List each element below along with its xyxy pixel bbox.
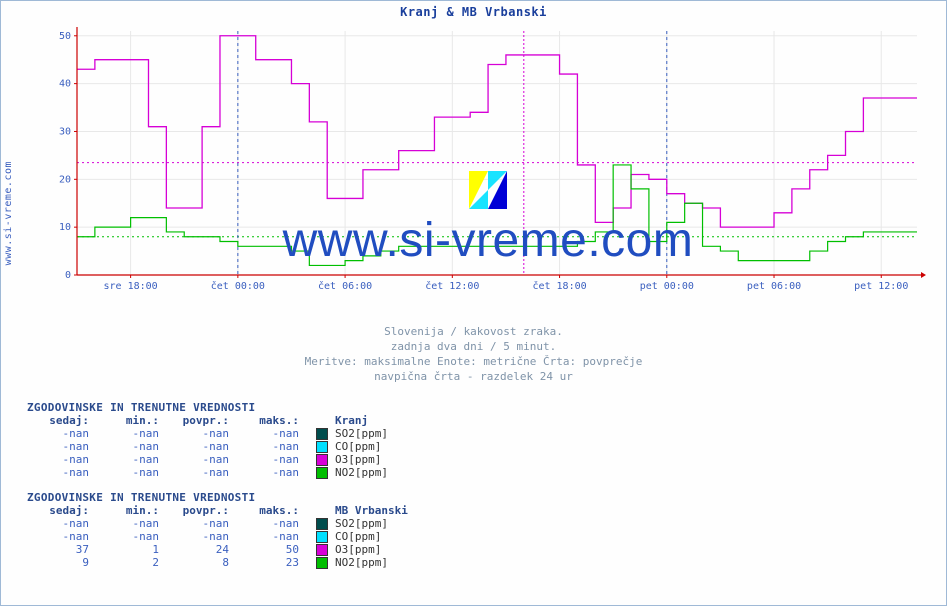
col-header: maks.:	[237, 504, 307, 517]
cell-maks: -nan	[237, 517, 307, 530]
cell-maks: -nan	[237, 427, 307, 440]
cell-min: -nan	[97, 453, 167, 466]
svg-text:čet 12:00: čet 12:00	[425, 280, 479, 292]
cell-min: -nan	[97, 440, 167, 453]
svg-text:čet 18:00: čet 18:00	[532, 280, 586, 292]
cell-maks: -nan	[237, 466, 307, 479]
stats-table: sedaj:min.:povpr.:maks.:Kranj-nan-nan-na…	[27, 414, 396, 479]
col-header: povpr.:	[167, 414, 237, 427]
caption-line-4: navpična črta - razdelek 24 ur	[1, 370, 946, 385]
col-header: sedaj:	[27, 504, 97, 517]
series-swatch	[316, 544, 328, 556]
cell-sedaj: -nan	[27, 453, 97, 466]
series-label: SO2[ppm]	[333, 427, 396, 440]
cell-maks: 23	[237, 556, 307, 569]
cell-maks: -nan	[237, 440, 307, 453]
table-row: 3712450 O3[ppm]	[27, 543, 416, 556]
cell-povpr: -nan	[167, 530, 237, 543]
table-title: ZGODOVINSKE IN TRENUTNE VREDNOSTI	[27, 401, 416, 414]
series-swatch	[316, 441, 328, 453]
svg-text:pet 06:00: pet 06:00	[747, 281, 801, 292]
chart-area: 01020304050sre 18:00čet 00:00čet 06:00če…	[49, 27, 927, 297]
y-axis-label-left: www.si-vreme.com	[3, 161, 14, 265]
series-label: SO2[ppm]	[333, 517, 416, 530]
series-swatch	[316, 531, 328, 543]
svg-text:sre 18:00: sre 18:00	[104, 281, 158, 292]
series-label: NO2[ppm]	[333, 466, 396, 479]
col-header: povpr.:	[167, 504, 237, 517]
stats-table: sedaj:min.:povpr.:maks.:MB Vrbanski-nan-…	[27, 504, 416, 569]
cell-povpr: -nan	[167, 466, 237, 479]
cell-sedaj: -nan	[27, 530, 97, 543]
cell-povpr: -nan	[167, 453, 237, 466]
caption-line-1: Slovenija / kakovost zraka.	[1, 325, 946, 340]
stats-tables: ZGODOVINSKE IN TRENUTNE VREDNOSTIsedaj:m…	[27, 401, 416, 581]
svg-text:30: 30	[59, 126, 71, 137]
watermark-logo-wrap	[49, 171, 927, 213]
cell-sedaj: 37	[27, 543, 97, 556]
cell-sedaj: -nan	[27, 427, 97, 440]
series-label: CO[ppm]	[333, 530, 416, 543]
svg-text:pet 12:00: pet 12:00	[854, 281, 908, 292]
svg-text:40: 40	[59, 79, 71, 90]
series-label: CO[ppm]	[333, 440, 396, 453]
cell-maks: -nan	[237, 530, 307, 543]
cell-povpr: -nan	[167, 517, 237, 530]
series-swatch	[316, 518, 328, 530]
cell-min: 2	[97, 556, 167, 569]
col-header: maks.:	[237, 414, 307, 427]
svg-text:čet 06:00: čet 06:00	[318, 280, 372, 292]
cell-sedaj: -nan	[27, 440, 97, 453]
cell-povpr: 24	[167, 543, 237, 556]
svg-text:10: 10	[59, 222, 71, 233]
svg-text:0: 0	[65, 270, 71, 281]
series-swatch	[316, 428, 328, 440]
series-label: NO2[ppm]	[333, 556, 416, 569]
series-swatch	[316, 467, 328, 479]
table-row: 92823 NO2[ppm]	[27, 556, 416, 569]
cell-povpr: -nan	[167, 427, 237, 440]
chart-title: Kranj & MB Vrbanski	[1, 1, 946, 19]
cell-maks: -nan	[237, 453, 307, 466]
cell-min: -nan	[97, 517, 167, 530]
series-swatch	[316, 454, 328, 466]
cell-min: -nan	[97, 530, 167, 543]
cell-povpr: 8	[167, 556, 237, 569]
station-name: Kranj	[333, 414, 396, 427]
chart-svg: 01020304050sre 18:00čet 00:00čet 06:00če…	[49, 27, 927, 297]
cell-sedaj: -nan	[27, 517, 97, 530]
caption-line-3: Meritve: maksimalne Enote: metrične Črta…	[1, 355, 946, 370]
table-row: -nan-nan-nan-nanSO2[ppm]	[27, 427, 396, 440]
svg-text:50: 50	[59, 31, 71, 42]
table-row: -nan-nan-nan-nanSO2[ppm]	[27, 517, 416, 530]
cell-sedaj: -nan	[27, 466, 97, 479]
cell-sedaj: 9	[27, 556, 97, 569]
col-header: sedaj:	[27, 414, 97, 427]
svg-text:pet 00:00: pet 00:00	[640, 281, 694, 292]
cell-min: -nan	[97, 427, 167, 440]
svg-text:čet 00:00: čet 00:00	[211, 280, 265, 292]
table-row: -nan-nan-nan-nanCO[ppm]	[27, 530, 416, 543]
col-header: min.:	[97, 504, 167, 517]
station-name: MB Vrbanski	[333, 504, 416, 517]
table-row: -nan-nan-nan-nanO3[ppm]	[27, 453, 396, 466]
cell-povpr: -nan	[167, 440, 237, 453]
chart-caption: Slovenija / kakovost zraka. zadnja dva d…	[1, 325, 946, 384]
series-swatch	[316, 557, 328, 569]
col-header: min.:	[97, 414, 167, 427]
series-label: O3[ppm]	[333, 453, 396, 466]
chart-container: Kranj & MB Vrbanski www.si-vreme.com 0 10…	[0, 0, 947, 606]
cell-maks: 50	[237, 543, 307, 556]
table-title: ZGODOVINSKE IN TRENUTNE VREDNOSTI	[27, 491, 416, 504]
series-label: O3[ppm]	[333, 543, 416, 556]
cell-min: 1	[97, 543, 167, 556]
table-row: -nan-nan-nan-nanCO[ppm]	[27, 440, 396, 453]
table-row: -nan-nan-nan-nanNO2[ppm]	[27, 466, 396, 479]
caption-line-2: zadnja dva dni / 5 minut.	[1, 340, 946, 355]
logo-icon	[469, 171, 507, 209]
cell-min: -nan	[97, 466, 167, 479]
